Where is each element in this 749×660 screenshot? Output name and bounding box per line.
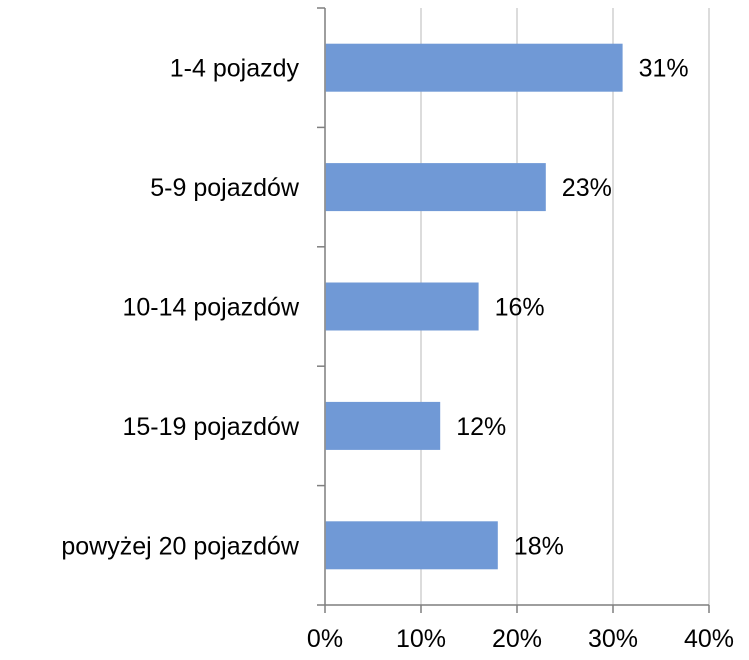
category-label: 5-9 pojazdów <box>150 174 300 202</box>
x-tick-label: 20% <box>492 625 542 653</box>
category-label: 15-19 pojazdów <box>122 413 299 441</box>
data-label: 16% <box>495 294 545 322</box>
bar <box>325 163 546 212</box>
data-label: 12% <box>456 413 506 441</box>
category-label: 1-4 pojazdy <box>170 55 300 83</box>
bar <box>325 401 441 450</box>
axes <box>317 7 710 613</box>
x-tick-label: 0% <box>307 625 343 653</box>
bars <box>325 43 623 570</box>
bar <box>325 282 479 331</box>
category-label: 10-14 pojazdów <box>122 294 299 322</box>
data-label: 18% <box>514 532 564 560</box>
x-tick-label: 30% <box>588 625 638 653</box>
x-tick-label: 40% <box>684 625 734 653</box>
category-label: powyżej 20 pojazdów <box>61 532 300 560</box>
x-tick-label: 10% <box>396 625 446 653</box>
labels: 0% 10% 20% 30% 40% 1-4 pojazdy 31% 5-9 pojazdów… <box>61 55 734 653</box>
bar <box>325 521 498 570</box>
data-label: 23% <box>562 174 612 202</box>
data-label: 31% <box>639 55 689 83</box>
bar <box>325 43 623 92</box>
